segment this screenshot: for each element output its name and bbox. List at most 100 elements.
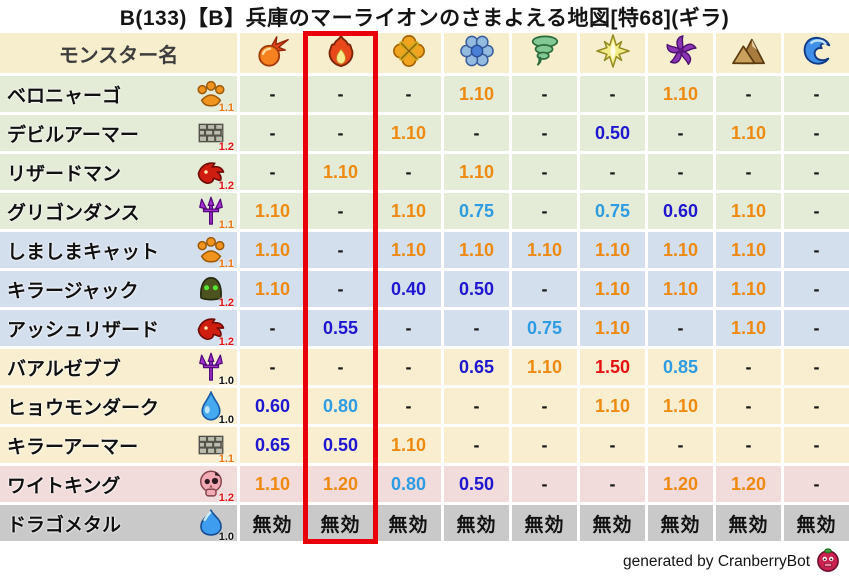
resistance-cell: - — [580, 427, 645, 463]
resistance-cell: - — [716, 388, 781, 424]
element-header-pinwheel-icon — [648, 33, 713, 73]
resistance-cell: - — [512, 466, 577, 502]
resistance-cell: 1.10 — [580, 310, 645, 346]
footer: generated by CranberryBot — [0, 541, 849, 583]
resistance-cell: 1.10 — [580, 232, 645, 268]
resistance-cell: - — [376, 76, 441, 112]
resistance-cell: 0.75 — [512, 310, 577, 346]
resistance-cell: 1.10 — [240, 466, 305, 502]
resistance-cell: 0.75 — [580, 193, 645, 229]
element-header-explosion-icon — [376, 33, 441, 73]
skull-icon: 1.2 — [196, 469, 234, 502]
footer-credit-text: generated by CranberryBot — [623, 553, 810, 570]
resistance-cell: - — [512, 76, 577, 112]
monster-name: しましまキャット — [7, 241, 160, 263]
resistance-cell: - — [784, 76, 849, 112]
resistance-cell: - — [240, 310, 305, 346]
explosion-icon — [392, 34, 426, 73]
resistance-cell: 1.10 — [376, 427, 441, 463]
mountain-icon — [731, 34, 766, 73]
resistance-cell: 0.85 — [648, 349, 713, 385]
wave-icon — [800, 34, 834, 73]
monster-row-name: しましまキャット 1.1 — [0, 232, 237, 268]
resistance-cell: - — [240, 115, 305, 151]
monster-row-name: ベロニャーゴ 1.1 — [0, 76, 237, 112]
monster-name-header: モンスター名 — [0, 33, 237, 73]
resistance-cell: 1.10 — [716, 193, 781, 229]
resistance-cell: 1.20 — [308, 466, 373, 502]
resistance-cell: - — [308, 76, 373, 112]
paw-icon: 1.1 — [196, 79, 234, 112]
monster-name: ドラゴメタル — [7, 514, 122, 536]
tornado-icon — [528, 34, 562, 73]
resistance-cell: 0.80 — [376, 466, 441, 502]
monster-row-name: ヒョウモンダーク 1.0 — [0, 388, 237, 424]
resistance-cell: - — [240, 154, 305, 190]
element-header-mountain-icon — [716, 33, 781, 73]
resistance-cell: - — [240, 76, 305, 112]
monster-row-name: ワイトキング 1.2 — [0, 466, 237, 502]
resistance-cell: 1.10 — [240, 193, 305, 229]
brick-icon: 1.1 — [196, 430, 234, 463]
resistance-cell: - — [784, 154, 849, 190]
fireball-icon — [256, 34, 290, 73]
resistance-cell: - — [784, 271, 849, 307]
resistance-cell: 1.10 — [308, 154, 373, 190]
resistance-cell: 1.10 — [648, 271, 713, 307]
monster-row-name: デビルアーマー 1.2 — [0, 115, 237, 151]
rank-badge: 1.0 — [218, 375, 234, 385]
resistance-cell: 1.10 — [444, 154, 509, 190]
resistance-cell: - — [240, 349, 305, 385]
element-header-wave-icon — [784, 33, 849, 73]
monster-name: デビルアーマー — [7, 124, 139, 146]
resistance-cell: 0.60 — [240, 388, 305, 424]
monster-row-name: ドラゴメタル 1.0 — [0, 505, 237, 541]
resistance-cell: 1.10 — [648, 232, 713, 268]
element-header-flame-icon — [308, 33, 373, 73]
resistance-cell: 1.10 — [240, 271, 305, 307]
rank-badge: 1.2 — [218, 180, 234, 190]
resistance-cell: 1.50 — [580, 349, 645, 385]
resistance-cell: 0.40 — [376, 271, 441, 307]
resistance-cell: 無効 — [716, 505, 781, 541]
resistance-cell: 1.20 — [648, 466, 713, 502]
resistance-cell: 1.10 — [376, 115, 441, 151]
resistance-cell: - — [784, 193, 849, 229]
resistance-cell: 1.10 — [580, 388, 645, 424]
flame-icon — [324, 34, 358, 73]
resistance-cell: 0.65 — [240, 427, 305, 463]
resistance-cell: 0.60 — [648, 193, 713, 229]
resistance-cell: - — [580, 76, 645, 112]
resistance-cell: 1.10 — [648, 388, 713, 424]
monster-row-name: バアルゼブブ 1.0 — [0, 349, 237, 385]
resistance-cell: - — [376, 349, 441, 385]
resistance-cell: - — [376, 310, 441, 346]
resistance-cell: 1.20 — [716, 466, 781, 502]
brick-icon: 1.2 — [196, 118, 234, 151]
monster-name: キラージャック — [7, 280, 139, 302]
resistance-cell: 0.50 — [580, 115, 645, 151]
element-header-fireball-icon — [240, 33, 305, 73]
resistance-cell: - — [308, 115, 373, 151]
resistance-cell: - — [784, 388, 849, 424]
rank-badge: 1.0 — [218, 414, 234, 424]
resistance-cell: - — [512, 388, 577, 424]
element-header-starburst-icon — [580, 33, 645, 73]
resistance-cell: 1.10 — [716, 271, 781, 307]
resistance-cell: - — [784, 310, 849, 346]
resistance-cell: - — [308, 349, 373, 385]
resistance-cell: - — [376, 154, 441, 190]
resistance-cell: - — [580, 466, 645, 502]
resistance-cell: - — [308, 193, 373, 229]
rank-badge: 1.1 — [218, 102, 234, 112]
resistance-cell: 0.50 — [444, 271, 509, 307]
rank-badge: 1.2 — [218, 297, 234, 307]
monster-row-name: キラーアーマー 1.1 — [0, 427, 237, 463]
monster-name: グリゴンダンス — [7, 202, 140, 224]
monster-name: ベロニャーゴ — [7, 85, 122, 107]
resistance-cell: 0.75 — [444, 193, 509, 229]
resistance-cell: 1.10 — [716, 232, 781, 268]
resistance-cell: - — [784, 466, 849, 502]
rank-badge: 1.1 — [218, 219, 234, 229]
resistance-cell: 無効 — [580, 505, 645, 541]
